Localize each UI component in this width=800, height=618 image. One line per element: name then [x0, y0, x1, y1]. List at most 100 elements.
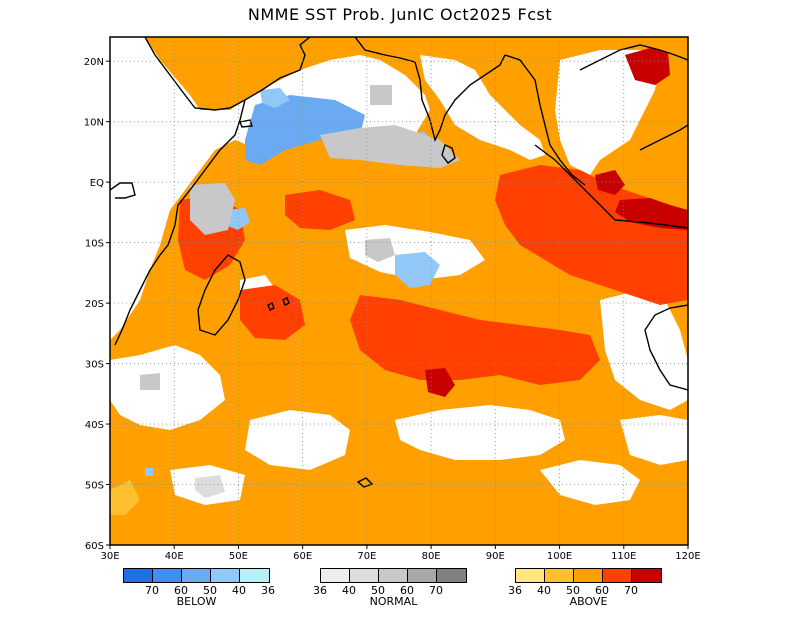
legend-normal-swatch: [321, 569, 350, 582]
region-white-west-africa: [110, 185, 140, 300]
legend-below-tick-label: 50: [203, 584, 217, 597]
legend-above-swatch: [545, 569, 574, 582]
legend-below-swatch: [124, 569, 153, 582]
lon-tick-label: 90E: [486, 551, 505, 562]
coast-indochina: [579, 44, 688, 71]
legend-normal-tick-label: 60: [400, 584, 414, 597]
region-normal-somali-coast: [190, 183, 235, 235]
coast-arabia-africa: [114, 37, 247, 346]
legend-below-tick-label: 36: [261, 584, 275, 597]
legend-above: 36 40 50 60 70 ABOVE: [508, 568, 662, 608]
region-white-south-a: [245, 410, 350, 470]
region-above-60-mascarene: [240, 285, 305, 340]
legend-normal-swatches: [320, 568, 467, 583]
coast-sumatra: [534, 144, 616, 221]
coast-kerguelen: [356, 477, 374, 488]
legend-below-swatches: [123, 568, 270, 583]
region-above-70-gulf: [625, 48, 670, 85]
coast-arabian-peninsula-east: [244, 37, 311, 101]
legend-above-label: ABOVE: [569, 595, 608, 608]
legend-normal-tick-label: 40: [342, 584, 356, 597]
legend-below-tick-label: 40: [232, 584, 246, 597]
lon-tick-label: 80E: [422, 551, 441, 562]
coast-west-africa: [110, 182, 136, 199]
coast-java: [614, 219, 688, 229]
region-below-south-dot: [145, 468, 153, 476]
lat-tick-label: 10S: [85, 239, 104, 250]
region-normal-arabian-sea: [320, 125, 460, 168]
coast-india: [414, 54, 506, 143]
legend-below-label: BELOW: [176, 595, 217, 608]
probability-field: [110, 37, 688, 545]
region-below-arabian-sea: [245, 95, 365, 165]
legend-above-tick-label: 70: [624, 584, 638, 597]
legend-normal-tick-label: 70: [429, 584, 443, 597]
coast-malay: [549, 144, 586, 186]
latitude-axis: 20N 10N EQ 10S 20S 30S 40S 50S 60S: [84, 57, 110, 552]
legend-below-swatch: [211, 569, 240, 582]
coast-sri-lanka: [441, 144, 456, 164]
legend-below-ticks: 70 60 50 40 36: [123, 583, 275, 597]
coast-mauritius: [267, 302, 275, 311]
lon-tick-label: 50E: [229, 551, 248, 562]
lon-tick-label: 60E: [293, 551, 312, 562]
lat-tick-label: 10N: [84, 118, 104, 129]
lat-tick-label: 50S: [85, 481, 104, 492]
region-white-central: [345, 225, 485, 280]
lon-tick-label: 100E: [547, 551, 572, 562]
map-frame: [109, 36, 689, 546]
legend-below-swatch: [240, 569, 269, 582]
legend-normal-swatch: [350, 569, 379, 582]
legend-above-tick-label: 50: [566, 584, 580, 597]
graticule: [110, 37, 688, 545]
legend-above-tick-label: 40: [537, 584, 551, 597]
legend-above-swatch: [574, 569, 603, 582]
lon-tick-label: 120E: [675, 551, 700, 562]
region-above-60-mid-north: [285, 190, 355, 230]
region-below-arabian-sea-light: [260, 88, 290, 108]
lon-tick-label: 40E: [165, 551, 184, 562]
region-normal-central: [365, 238, 395, 262]
legend-above-tick-label: 36: [508, 584, 522, 597]
legend-normal-tick-label: 50: [371, 584, 385, 597]
region-white-east-south: [620, 415, 688, 465]
legend-normal-ticks: 36 40 50 60 70: [313, 583, 467, 597]
legend-above-swatches: [515, 568, 662, 583]
lat-tick-label: 40S: [85, 420, 104, 431]
legend-below-swatch: [153, 569, 182, 582]
legend-normal: 36 40 50 60 70 NORMAL: [313, 568, 467, 608]
region-above-30-south-fringe: [110, 480, 140, 515]
legend-below-swatch: [182, 569, 211, 582]
lon-tick-label: 110E: [611, 551, 636, 562]
longitude-axis: 30E 40E 50E 60E 70E 80E 90E 100E 110E 120E: [100, 545, 701, 562]
lon-tick-label: 70E: [357, 551, 376, 562]
region-white-southeast-asia: [555, 50, 660, 175]
region-below-central: [395, 252, 440, 288]
coast-iran-pakistan: [354, 37, 416, 63]
legend-normal-label: NORMAL: [369, 595, 418, 608]
region-above-70-south: [425, 368, 455, 397]
legend-below: 70 60 50 40 36 BELOW: [123, 568, 275, 608]
coast-madagascar: [197, 254, 246, 336]
legend-above-ticks: 36 40 50 60 70: [508, 583, 662, 597]
region-white-south-b: [395, 405, 565, 460]
legend-normal-swatch: [379, 569, 408, 582]
lat-tick-label: 60S: [85, 541, 104, 552]
lat-tick-label: EQ: [90, 178, 104, 189]
coastlines: [110, 37, 688, 488]
coast-reunion: [282, 297, 290, 306]
coast-bay-bengal-east: [504, 54, 551, 146]
legend-below-tick-label: 70: [145, 584, 159, 597]
coast-australia-west: [644, 304, 688, 391]
region-normal-north: [370, 85, 392, 105]
legend-above-tick-label: 60: [595, 584, 609, 597]
lat-tick-label: 20N: [84, 57, 104, 68]
legend-normal-tick-label: 36: [313, 584, 327, 597]
map-title: NMME SST Prob. JunIC Oct2025 Fcst: [247, 5, 553, 24]
legend-above-swatch: [603, 569, 632, 582]
region-above-60-central-belt: [350, 295, 600, 385]
legend-below-tick-label: 60: [174, 584, 188, 597]
region-white-south-c: [540, 460, 640, 505]
region-normal-west: [140, 373, 160, 390]
